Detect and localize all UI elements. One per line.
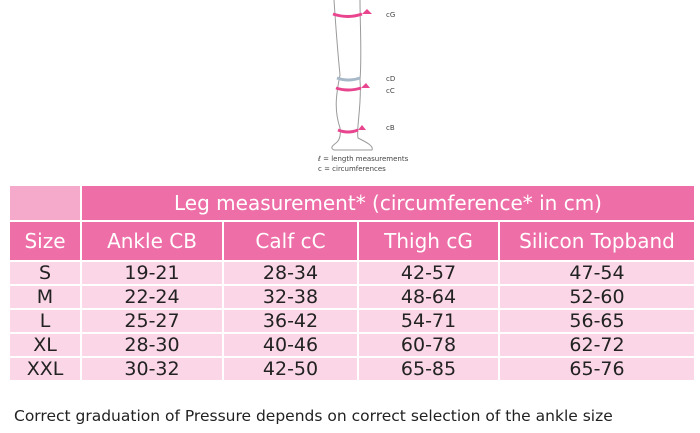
label-cg: cG xyxy=(386,11,395,19)
column-header: Thigh cG xyxy=(359,222,498,260)
circumference-bands xyxy=(332,12,363,134)
table-cell: 25-27 xyxy=(82,310,222,332)
table-row: S 19-21 28-34 42-57 47-54 xyxy=(10,262,694,284)
table-cell: 32-38 xyxy=(224,286,357,308)
legend-circumference: c = circumferences xyxy=(318,165,386,173)
column-header: Size xyxy=(10,222,80,260)
label-cc: cC xyxy=(386,87,395,95)
table-cell: 36-42 xyxy=(224,310,357,332)
table-row: XXL 30-32 42-50 65-85 65-76 xyxy=(10,358,694,380)
table-cell: 62-72 xyxy=(500,334,694,356)
table-cell: 65-76 xyxy=(500,358,694,380)
table-cell: XL xyxy=(10,334,80,356)
group-header: Leg measurement* (circumference* in cm) xyxy=(82,186,694,220)
table-cell: 40-46 xyxy=(224,334,357,356)
header-row: Size Ankle CB Calf cC Thigh cG Silicon Topba… xyxy=(10,222,694,260)
footnote: Correct graduation of Pressure depends o… xyxy=(14,407,613,425)
table-cell: 47-54 xyxy=(500,262,694,284)
table-cell: 52-60 xyxy=(500,286,694,308)
leg-outline xyxy=(331,0,373,151)
size-table: Leg measurement* (circumference* in cm) … xyxy=(8,184,696,382)
column-header: Silicon Topband xyxy=(500,222,694,260)
table-body: S 19-21 28-34 42-57 47-54 M 22-24 32-38 48-64 52-… xyxy=(10,262,694,380)
table-cell: 42-57 xyxy=(359,262,498,284)
table-cell: L xyxy=(10,310,80,332)
corner xyxy=(10,186,80,220)
table-cell: 60-78 xyxy=(359,334,498,356)
table-cell: 28-34 xyxy=(224,262,357,284)
label-cd: cD xyxy=(386,75,395,83)
circumference-band xyxy=(336,76,361,82)
table-row: XL 28-30 40-46 60-78 62-72 xyxy=(10,334,694,356)
table-cell: XXL xyxy=(10,358,80,380)
table-cell: S xyxy=(10,262,80,284)
table-cell: 30-32 xyxy=(82,358,222,380)
table-cell: M xyxy=(10,286,80,308)
table-cell: 65-85 xyxy=(359,358,498,380)
table-cell: 48-64 xyxy=(359,286,498,308)
column-header: Ankle CB xyxy=(82,222,222,260)
table-cell: 28-30 xyxy=(82,334,222,356)
legend-length: ℓ = length measurements xyxy=(317,155,409,163)
leg-diagram: cG cD cC cB ℓ = length measurements c = … xyxy=(317,0,409,173)
table-cell: 19-21 xyxy=(82,262,222,284)
label-cb: cB xyxy=(386,124,395,132)
table-row: L 25-27 36-42 54-71 56-65 xyxy=(10,310,694,332)
table-cell: 22-24 xyxy=(82,286,222,308)
column-header: Calf cC xyxy=(224,222,357,260)
arrow-heads xyxy=(358,9,372,130)
table-cell: 54-71 xyxy=(359,310,498,332)
table-row: M 22-24 32-38 48-64 52-60 xyxy=(10,286,694,308)
table-cell: 42-50 xyxy=(224,358,357,380)
table-cell: 56-65 xyxy=(500,310,694,332)
